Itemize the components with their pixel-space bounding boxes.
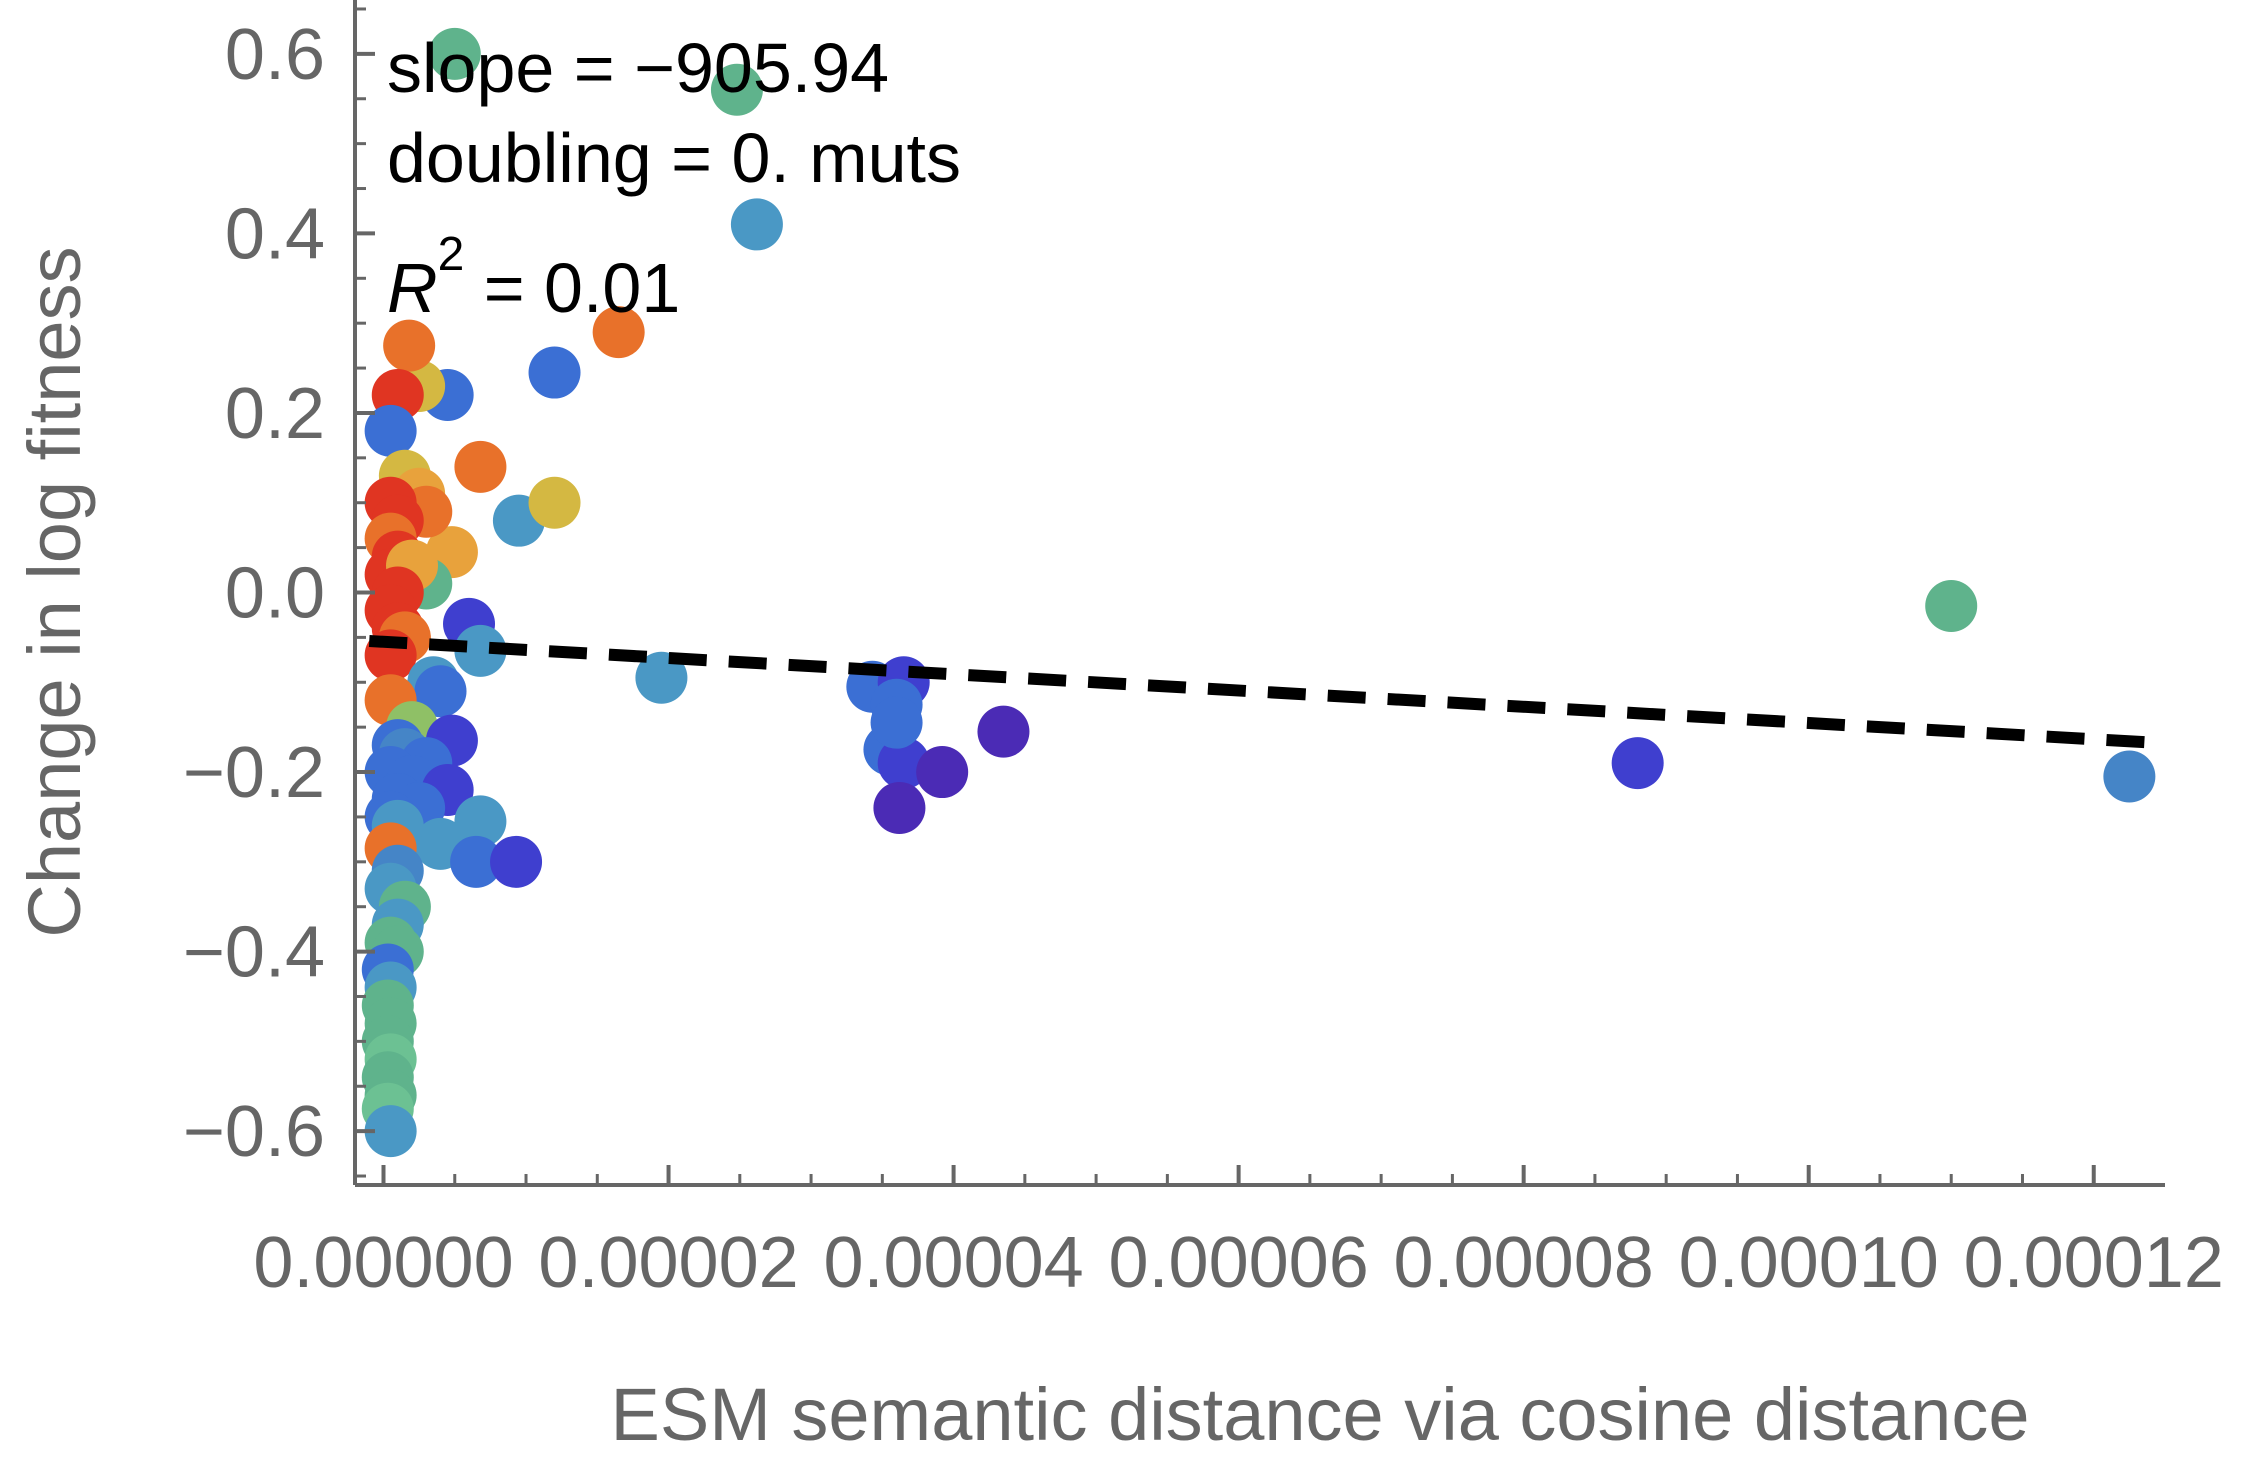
data-point bbox=[528, 346, 581, 399]
r-squared-exponent: 2 bbox=[438, 228, 465, 281]
data-point bbox=[454, 795, 507, 848]
r-squared-value: = 0.01 bbox=[464, 249, 680, 327]
x-tick-label: 0.00010 bbox=[1679, 1223, 1939, 1303]
regression-fit-line bbox=[368, 634, 2166, 750]
data-point bbox=[528, 476, 581, 529]
y-tick-label: −0.2 bbox=[183, 733, 325, 813]
data-point bbox=[2103, 750, 2156, 803]
data-point bbox=[592, 306, 645, 359]
y-tick-label: −0.4 bbox=[183, 913, 325, 993]
data-point bbox=[870, 696, 923, 749]
fit-annotations: slope = −905.94 doubling = 0. muts R2 = … bbox=[387, 29, 961, 327]
y-tick-label: 0.2 bbox=[225, 374, 325, 454]
data-point bbox=[635, 651, 688, 704]
data-point bbox=[873, 781, 926, 834]
y-tick-label: −0.6 bbox=[183, 1092, 325, 1172]
x-axis-title: ESM semantic distance via cosine distanc… bbox=[610, 1373, 2029, 1456]
data-point bbox=[364, 1105, 417, 1158]
slope-annotation: slope = −905.94 bbox=[387, 29, 889, 107]
data-point bbox=[916, 746, 969, 799]
y-tick-label: 0.6 bbox=[225, 15, 325, 95]
y-axis-ticks: 0.6 0.4 0.2 0.0 −0.2 −0.4 −0.6 bbox=[183, 7, 375, 1178]
data-point bbox=[454, 624, 507, 677]
axes: 0.00000 0.00002 0.00004 0.00006 0.00008 0.000… bbox=[183, 0, 2224, 1303]
data-point bbox=[490, 835, 543, 888]
data-point bbox=[1925, 579, 1978, 632]
data-point bbox=[454, 440, 507, 493]
y-tick-label: 0.0 bbox=[225, 554, 325, 634]
data-point bbox=[364, 404, 417, 457]
data-point bbox=[383, 319, 436, 372]
data-point bbox=[1611, 737, 1664, 790]
data-point bbox=[977, 705, 1030, 758]
y-axis-title: Change in log fitness bbox=[13, 246, 96, 937]
r-squared-symbol: R bbox=[387, 249, 438, 327]
x-tick-label: 0.00002 bbox=[538, 1223, 798, 1303]
r-squared-annotation: R2 = 0.01 bbox=[387, 228, 680, 327]
x-tick-label: 0.00012 bbox=[1964, 1223, 2224, 1303]
data-point bbox=[414, 665, 467, 718]
data-point bbox=[730, 198, 783, 251]
doubling-annotation: doubling = 0. muts bbox=[387, 119, 961, 197]
data-point bbox=[450, 835, 503, 888]
y-tick-label: 0.4 bbox=[225, 194, 325, 274]
x-tick-label: 0.00004 bbox=[823, 1223, 1083, 1303]
data-point bbox=[428, 27, 481, 80]
x-tick-label: 0.00008 bbox=[1394, 1223, 1654, 1303]
x-tick-label: 0.00000 bbox=[253, 1223, 513, 1303]
data-points bbox=[361, 27, 2156, 1158]
x-axis-ticks: 0.00000 0.00002 0.00004 0.00006 0.00008 0.000… bbox=[253, 1165, 2224, 1303]
data-point bbox=[710, 63, 763, 116]
x-tick-label: 0.00006 bbox=[1108, 1223, 1368, 1303]
